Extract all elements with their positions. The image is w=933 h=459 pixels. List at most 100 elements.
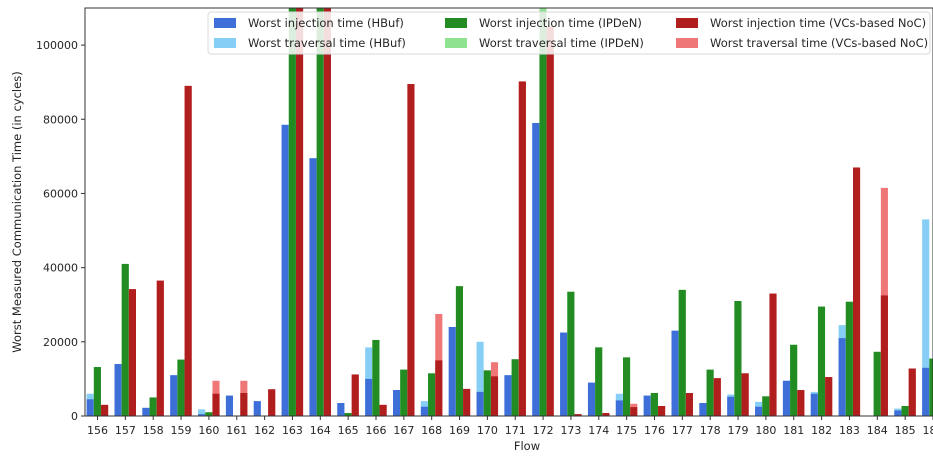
x-tick-label: 181 (783, 424, 804, 437)
bar-vcs-based-noc-injection-185 (909, 369, 916, 416)
bar-vcs-based-noc-injection-176 (658, 406, 665, 416)
bar-hbuf-injection-165 (337, 403, 344, 416)
x-tick-label: 177 (672, 424, 693, 437)
bar-hbuf-injection-166 (365, 379, 372, 416)
bar-ipden-injection-168 (428, 373, 435, 416)
x-tick-label: 174 (588, 424, 609, 437)
bar-vcs-based-noc-injection-180 (769, 294, 776, 416)
x-tick-label: 161 (226, 424, 247, 437)
bar-ipden-injection-176 (651, 393, 658, 416)
legend-swatch-ipden-injection (445, 18, 467, 28)
bar-hbuf-injection-173 (560, 333, 567, 416)
bar-vcs-based-noc-injection-164 (324, 8, 331, 416)
x-tick-label: 156 (87, 424, 108, 437)
legend-swatch-hbuf-traversal (214, 38, 236, 48)
x-tick-label: 185 (895, 424, 916, 437)
bar-hbuf-injection-179 (727, 397, 734, 416)
x-tick-label: 167 (393, 424, 414, 437)
bar-vcs-based-noc-injection-183 (853, 167, 860, 416)
y-tick-label: 80000 (43, 113, 78, 126)
bar-ipden-injection-180 (762, 396, 769, 416)
x-tick-label: 164 (310, 424, 331, 437)
bar-vcs-based-noc-injection-171 (519, 81, 526, 416)
x-tick-label: 184 (867, 424, 888, 437)
bar-ipden-injection-178 (707, 370, 714, 416)
x-tick-label: 166 (366, 424, 387, 437)
bar-ipden-injection-169 (456, 286, 463, 416)
bar-vcs-based-noc-injection-177 (686, 393, 693, 416)
bar-ipden-injection-184 (874, 352, 881, 416)
bar-vcs-based-noc-injection-166 (380, 405, 387, 416)
bar-vcs-based-noc-injection-157 (129, 289, 136, 416)
x-tick-label: 171 (505, 424, 526, 437)
bar-vcs-based-noc-injection-156 (101, 405, 108, 416)
bar-hbuf-injection-180 (755, 407, 762, 416)
bar-vcs-based-noc-injection-163 (296, 8, 303, 416)
bar-ipden-injection-174 (595, 347, 602, 416)
bar-vcs-based-noc-injection-162 (268, 389, 275, 416)
bar-vcs-based-noc-injection-170 (491, 376, 498, 416)
x-tick-label: 159 (171, 424, 192, 437)
bar-hbuf-injection-171 (504, 375, 511, 416)
bar-vcs-based-noc-injection-182 (825, 377, 832, 416)
bar-hbuf-injection-182 (811, 394, 818, 416)
x-tick-label: 172 (533, 424, 554, 437)
bar-hbuf-injection-172 (532, 123, 539, 416)
bar-ipden-injection-158 (150, 397, 157, 416)
x-tick-label: 178 (700, 424, 721, 437)
legend-swatch-vcs-based-noc-injection (676, 18, 698, 28)
bar-hbuf-injection-181 (783, 381, 790, 416)
x-tick-label: 176 (644, 424, 665, 437)
y-tick-label: 0 (71, 410, 78, 423)
bar-ipden-injection-166 (372, 340, 379, 416)
bar-ipden-injection-185 (902, 406, 909, 416)
bar-hbuf-injection-186 (922, 368, 929, 416)
legend-label: Worst injection time (VCs-based NoC) (710, 16, 926, 30)
bar-hbuf-injection-158 (142, 408, 149, 416)
bar-ipden-injection-163 (289, 8, 296, 416)
bar-ipden-injection-177 (679, 290, 686, 416)
bar-vcs-based-noc-injection-172 (547, 27, 554, 416)
bar-vcs-based-noc-injection-167 (407, 84, 414, 416)
x-tick-label: 173 (560, 424, 581, 437)
y-tick-label: 40000 (43, 262, 78, 275)
x-tick-label: 165 (338, 424, 359, 437)
bar-vcs-based-noc-injection-184 (881, 295, 888, 416)
bar-vcs-based-noc-injection-161 (240, 393, 247, 416)
bar-vcs-based-noc-injection-175 (630, 407, 637, 416)
bar-ipden-injection-160 (205, 412, 212, 416)
legend-label: Worst traversal time (IPDeN) (479, 36, 644, 50)
bar-vcs-based-noc-injection-178 (714, 378, 721, 416)
bar-vcs-based-noc-injection-159 (185, 86, 192, 416)
bar-ipden-injection-164 (317, 8, 324, 416)
legend-swatch-vcs-based-noc-traversal (676, 38, 698, 48)
bar-vcs-based-noc-injection-169 (463, 389, 470, 416)
legend-label: Worst injection time (HBuf) (248, 16, 404, 30)
x-tick-label: 179 (728, 424, 749, 437)
bar-vcs-based-noc-injection-165 (352, 374, 359, 416)
bar-hbuf-injection-183 (839, 338, 846, 416)
bar-ipden-injection-170 (484, 370, 491, 416)
bar-hbuf-injection-162 (254, 401, 261, 416)
x-tick-label: 169 (449, 424, 470, 437)
bar-hbuf-injection-167 (393, 390, 400, 416)
bar-hbuf-injection-170 (477, 392, 484, 416)
bar-hbuf-injection-161 (226, 396, 233, 416)
bar-ipden-injection-186 (929, 359, 933, 416)
bar-vcs-based-noc-injection-181 (797, 390, 804, 416)
bar-vcs-based-noc-injection-179 (742, 373, 749, 416)
legend-label: Worst injection time (IPDeN) (479, 16, 642, 30)
bar-ipden-injection-159 (177, 360, 184, 416)
y-tick-label: 100000 (36, 39, 78, 52)
bar-hbuf-injection-185 (894, 410, 901, 416)
bar-hbuf-injection-163 (282, 125, 289, 416)
y-tick-label: 60000 (43, 187, 78, 200)
bar-ipden-injection-171 (512, 359, 519, 416)
legend-swatch-ipden-traversal (445, 38, 467, 48)
x-tick-label: 160 (198, 424, 219, 437)
bar-hbuf-injection-169 (449, 327, 456, 416)
legend-label: Worst traversal time (VCs-based NoC) (710, 36, 928, 50)
bar-hbuf-injection-168 (421, 407, 428, 416)
